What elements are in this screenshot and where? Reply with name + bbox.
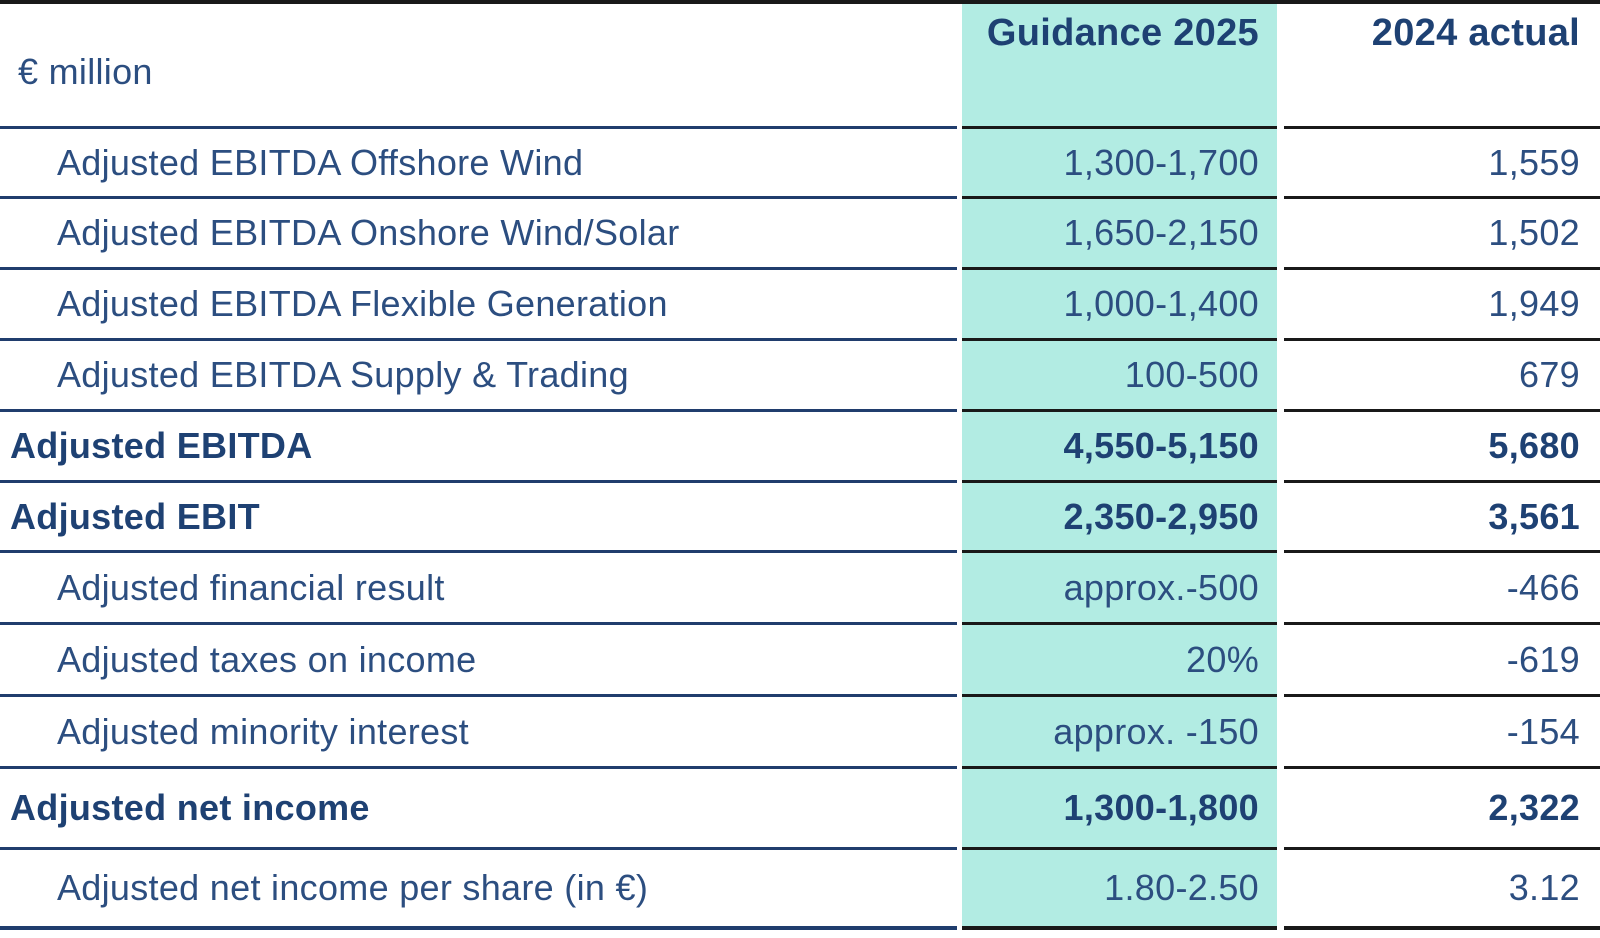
actual-value: 1,949 (1284, 270, 1600, 341)
column-gap (1277, 412, 1284, 483)
table-row: Adjusted taxes on income 20% -619 (0, 625, 1600, 697)
column-header-guidance-2025: Guidance 2025 (962, 4, 1277, 129)
row-label: Adjusted EBIT (0, 483, 957, 553)
table-body: Adjusted EBITDA Offshore Wind 1,300-1,70… (0, 129, 1600, 930)
column-gap (957, 553, 962, 625)
guidance-value: approx.-500 (962, 553, 1277, 625)
actual-value: -466 (1284, 553, 1600, 625)
guidance-value: 1,300-1,700 (962, 129, 1277, 199)
table-row: Adjusted net income 1,300-1,800 2,322 (0, 769, 1600, 850)
row-label: Adjusted minority interest (0, 697, 957, 769)
actual-value: -154 (1284, 697, 1600, 769)
column-gap (1277, 850, 1284, 930)
column-gap (1277, 129, 1284, 199)
table-row: Adjusted EBIT 2,350-2,950 3,561 (0, 483, 1600, 553)
actual-value: 2,322 (1284, 769, 1600, 850)
column-gap (957, 341, 962, 412)
guidance-value: 1,300-1,800 (962, 769, 1277, 850)
column-gap (957, 625, 962, 697)
table-row: Adjusted EBITDA Offshore Wind 1,300-1,70… (0, 129, 1600, 199)
guidance-value: 1,650-2,150 (962, 199, 1277, 270)
guidance-value: 2,350-2,950 (962, 483, 1277, 553)
row-label: Adjusted EBITDA Flexible Generation (0, 270, 957, 341)
column-header-2024-actual: 2024 actual (1284, 4, 1600, 129)
guidance-value: approx. -150 (962, 697, 1277, 769)
actual-value: 3,561 (1284, 483, 1600, 553)
column-gap (957, 769, 962, 850)
row-label: Adjusted net income (0, 769, 957, 850)
table-row: Adjusted minority interest approx. -150 … (0, 697, 1600, 769)
row-label: Adjusted EBITDA Supply & Trading (0, 341, 957, 412)
column-gap (1277, 341, 1284, 412)
column-gap (1277, 625, 1284, 697)
column-gap (1277, 483, 1284, 553)
table-row: Adjusted EBITDA Supply & Trading 100-500… (0, 341, 1600, 412)
column-gap (957, 850, 962, 930)
actual-value: 5,680 (1284, 412, 1600, 483)
guidance-value: 1,000-1,400 (962, 270, 1277, 341)
column-gap (957, 4, 962, 129)
table-row: Adjusted net income per share (in €) 1.8… (0, 850, 1600, 930)
column-gap (957, 412, 962, 483)
column-gap (1277, 769, 1284, 850)
actual-value: 679 (1284, 341, 1600, 412)
table-header-row: € million Guidance 2025 2024 actual (0, 4, 1600, 129)
column-gap (957, 270, 962, 341)
column-gap (1277, 4, 1284, 129)
column-gap (1277, 270, 1284, 341)
column-gap (957, 129, 962, 199)
row-label: Adjusted EBITDA Onshore Wind/Solar (0, 199, 957, 270)
guidance-value: 1.80-2.50 (962, 850, 1277, 930)
guidance-value: 4,550-5,150 (962, 412, 1277, 483)
row-label: Adjusted net income per share (in €) (0, 850, 957, 930)
table-row: Adjusted EBITDA Flexible Generation 1,00… (0, 270, 1600, 341)
actual-value: 3.12 (1284, 850, 1600, 930)
row-label: Adjusted taxes on income (0, 625, 957, 697)
column-gap (957, 697, 962, 769)
row-label: Adjusted financial result (0, 553, 957, 625)
column-gap (1277, 553, 1284, 625)
guidance-value: 20% (962, 625, 1277, 697)
guidance-value: 100-500 (962, 341, 1277, 412)
table-row: Adjusted financial result approx.-500 -4… (0, 553, 1600, 625)
actual-value: 1,502 (1284, 199, 1600, 270)
row-label: Adjusted EBITDA Offshore Wind (0, 129, 957, 199)
column-gap (1277, 697, 1284, 769)
actual-value: -619 (1284, 625, 1600, 697)
actual-value: 1,559 (1284, 129, 1600, 199)
unit-label: € million (0, 4, 957, 129)
table-row: Adjusted EBITDA Onshore Wind/Solar 1,650… (0, 199, 1600, 270)
column-gap (957, 483, 962, 553)
table-row: Adjusted EBITDA 4,550-5,150 5,680 (0, 412, 1600, 483)
row-label: Adjusted EBITDA (0, 412, 957, 483)
column-gap (957, 199, 962, 270)
column-gap (1277, 199, 1284, 270)
